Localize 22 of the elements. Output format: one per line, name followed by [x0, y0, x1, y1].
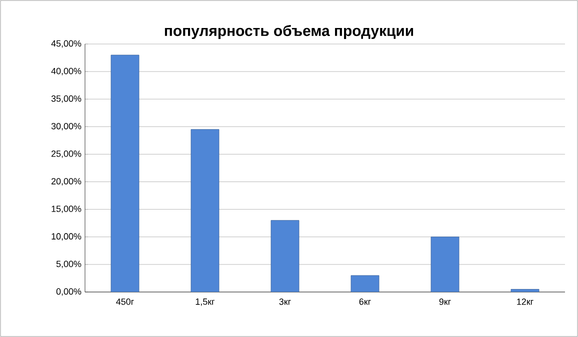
y-tick-label: 30,00% — [51, 122, 82, 130]
x-tick-label: 12кг — [517, 298, 534, 305]
y-tick-label: 45,00% — [51, 40, 82, 48]
bar — [350, 275, 380, 292]
y-tick-label: 5,00% — [56, 260, 82, 268]
y-tick-label: 10,00% — [52, 233, 82, 241]
x-tick-label: 1,5кг — [196, 298, 215, 306]
x-tick-label: 6кг — [359, 298, 371, 305]
y-tick-label: 25,00% — [52, 150, 82, 158]
y-tick-label: 15,00% — [52, 206, 82, 214]
y-tick-label: 0,00% — [56, 288, 82, 296]
x-tick-label: 450г — [116, 298, 134, 305]
bar — [190, 129, 220, 292]
x-tick-label: 9кг — [439, 298, 451, 305]
x-tick-label: 3кг — [279, 298, 291, 305]
bar — [430, 236, 460, 292]
bar — [270, 220, 300, 292]
y-tick-label: 40,00% — [51, 68, 82, 76]
y-tick-label: 35,00% — [51, 95, 82, 103]
bar — [110, 54, 140, 292]
y-tick-label: 20,00% — [52, 178, 82, 186]
chart-title: популярность объема продукции — [164, 24, 414, 40]
